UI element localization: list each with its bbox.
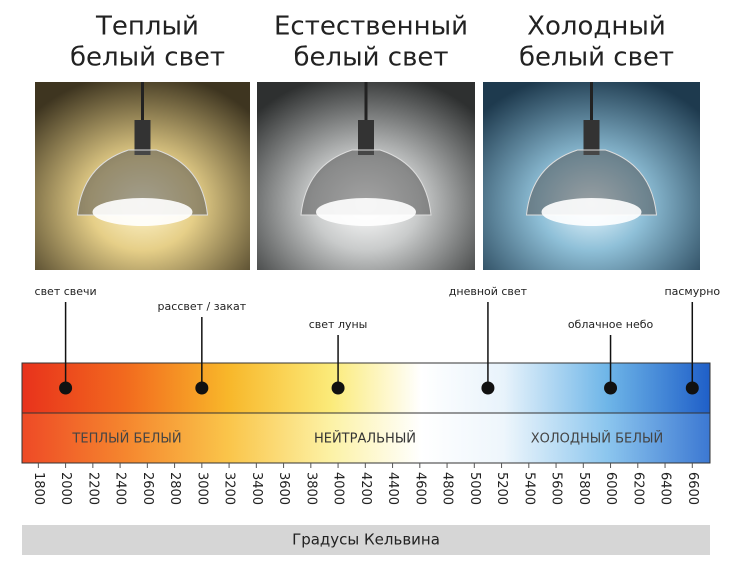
tick-label: 1800	[31, 472, 46, 505]
marker-label: облачное небо	[568, 318, 654, 331]
lamp-neck	[358, 120, 374, 155]
zone-label: ТЕПЛЫЙ БЕЛЫЙ	[71, 431, 181, 447]
panel-title: белый свет	[293, 43, 448, 73]
tick-label: 3800	[303, 472, 318, 505]
marker-dot	[604, 381, 618, 395]
axis-label: Градусы Кельвина	[292, 531, 440, 549]
tick-label: 2600	[140, 472, 155, 505]
marker-dot	[685, 381, 699, 395]
tick-label: 6400	[658, 472, 673, 505]
marker-dot	[481, 381, 495, 395]
lamp-neck	[583, 120, 600, 155]
tick-label: 3600	[276, 472, 291, 505]
tick-label: 4200	[358, 472, 373, 505]
lamp-shade	[300, 149, 432, 216]
marker-dot	[195, 381, 209, 395]
gradient-bar-bottom	[21, 412, 711, 464]
tick-label: 4600	[412, 472, 427, 505]
panel-title: Теплый	[95, 12, 199, 42]
tick-label: 2000	[58, 472, 73, 505]
marker-label: свет свечи	[35, 285, 97, 298]
zone-label: ХОЛОДНЫЙ БЕЛЫЙ	[531, 431, 664, 447]
tick-label: 3400	[249, 472, 264, 505]
tick-label: 5200	[494, 472, 509, 505]
tick-label: 5800	[576, 472, 591, 505]
panel-title: белый свет	[70, 43, 225, 73]
tick-label: 3200	[222, 472, 237, 505]
lamp-neck	[134, 120, 151, 155]
panel-title: Холодный	[527, 12, 666, 42]
tick-label: 5000	[467, 472, 482, 505]
marker-dot	[59, 381, 73, 395]
tick-label: 6600	[685, 472, 700, 505]
tick-label: 5400	[521, 472, 536, 505]
marker-dot	[331, 381, 345, 395]
tick-label: 6200	[630, 472, 645, 505]
tick-label: 5600	[549, 472, 564, 505]
panel-title: Естественный	[274, 12, 468, 42]
tick-label: 3000	[194, 472, 209, 505]
tick-label: 2200	[85, 472, 100, 505]
zone-label: НЕЙТРАЛЬНЫЙ	[314, 431, 416, 447]
scale: ТЕПЛЫЙ БЕЛЫЙ НЕЙТРАЛЬНЫЙ ХОЛОДНЫЙ БЕЛЫЙ Гра…	[21, 285, 720, 555]
tick-label: 6000	[603, 472, 618, 505]
panel-title: белый свет	[519, 43, 674, 73]
lamp-shade	[525, 149, 658, 216]
lamp-shade	[76, 149, 209, 216]
marker-label: свет луны	[309, 318, 368, 331]
lamp-light	[316, 198, 416, 226]
lamp-light	[541, 198, 642, 226]
marker-label: дневной свет	[449, 285, 528, 298]
tick-label: 2800	[167, 472, 182, 505]
tick-label: 4000	[331, 472, 346, 505]
gradient-bar-top	[21, 362, 711, 414]
tick-label: 2400	[113, 472, 128, 505]
axis-label-bg	[22, 525, 710, 555]
tick-label: 4800	[440, 472, 455, 505]
lamp-light	[92, 198, 193, 226]
marker-label: рассвет / закат	[158, 300, 247, 313]
tick-label: 4400	[385, 472, 400, 505]
marker-label: пасмурно	[664, 285, 720, 298]
